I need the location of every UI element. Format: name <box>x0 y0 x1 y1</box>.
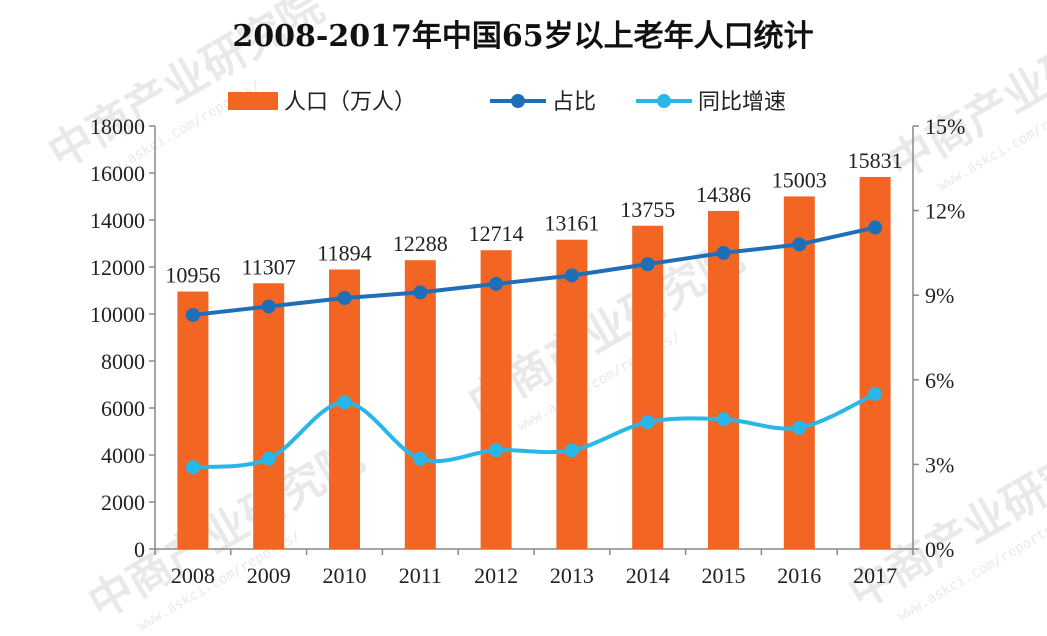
share-point <box>337 291 352 306</box>
share-point <box>716 245 731 260</box>
bar <box>480 250 512 549</box>
share-point <box>640 257 655 272</box>
left-tick-label: 6000 <box>101 396 145 421</box>
bar <box>177 291 209 549</box>
left-tick-label: 16000 <box>90 161 145 186</box>
x-tick-label: 2009 <box>247 563 291 588</box>
bar <box>556 239 588 550</box>
x-tick-label: 2015 <box>702 563 746 588</box>
axes: 0 2000 4000 6000 8000 10000 12000 14000 16000 180… <box>90 114 965 588</box>
legend-label-bar: 人口（万人） <box>284 90 416 115</box>
left-tick-label: 8000 <box>101 349 145 374</box>
left-tick-label: 14000 <box>90 208 145 233</box>
left-tick-label: 2000 <box>101 490 145 515</box>
growth-line <box>192 392 876 470</box>
legend-label-share: 占比 <box>552 90 596 115</box>
x-tick-label: 2008 <box>171 563 215 588</box>
x-tick-label: 2016 <box>777 563 821 588</box>
growth-point <box>489 443 504 458</box>
right-tick-label: 15% <box>925 114 965 139</box>
bar <box>253 283 285 549</box>
growth-point <box>413 451 428 466</box>
bar <box>783 196 815 549</box>
x-tick-label: 2014 <box>626 563 670 588</box>
legend-marker-share <box>511 94 525 108</box>
share-point <box>413 285 428 300</box>
share-point <box>868 220 883 235</box>
right-tick-label: 3% <box>925 452 954 477</box>
growth-point <box>640 415 655 430</box>
left-tick-label: 10000 <box>90 302 145 327</box>
x-tick-label: 2013 <box>550 563 594 588</box>
growth-point <box>868 386 883 401</box>
legend-marker-growth <box>657 94 671 108</box>
growth-point <box>185 460 200 475</box>
share-point <box>792 237 807 252</box>
bar <box>404 260 436 549</box>
legend-label-growth: 同比增速 <box>698 90 786 115</box>
bar-value-label: 11894 <box>317 240 371 265</box>
left-tick-label: 18000 <box>90 114 145 139</box>
right-tick-label: 9% <box>925 283 954 308</box>
x-tick-label: 2012 <box>474 563 518 588</box>
share-point <box>261 299 276 314</box>
bar-value-label: 15831 <box>848 148 903 173</box>
bar-value-label: 10956 <box>165 263 220 288</box>
bar <box>859 176 891 549</box>
bar-value-label: 13161 <box>544 211 599 236</box>
bar-value-label: 13755 <box>620 197 675 222</box>
bar-value-label: 15003 <box>772 167 827 192</box>
growth-point <box>792 420 807 435</box>
bar-series <box>177 176 891 550</box>
bar <box>632 225 664 549</box>
bar-value-label: 12288 <box>393 231 448 256</box>
bar-value-label: 12714 <box>469 221 524 246</box>
share-point <box>489 276 504 291</box>
growth-point <box>337 395 352 410</box>
share-line <box>192 225 876 317</box>
x-tick-label: 2011 <box>399 563 442 588</box>
legend: 人口（万人） 占比 同比增速 <box>228 90 786 115</box>
left-tick-label: 4000 <box>101 443 145 468</box>
growth-point <box>716 412 731 427</box>
x-tick-label: 2010 <box>323 563 367 588</box>
chart-title: 2008-2017年中国65岁以上老年人口统计 <box>232 19 813 54</box>
growth-point <box>564 443 579 458</box>
line-series <box>185 220 883 475</box>
bar <box>708 210 739 549</box>
legend-swatch-bar <box>228 92 278 110</box>
growth-point <box>261 451 276 466</box>
bar-value-label: 11307 <box>242 254 296 279</box>
right-tick-label: 0% <box>925 537 954 562</box>
right-tick-label: 6% <box>925 368 954 393</box>
left-tick-label: 12000 <box>90 255 145 280</box>
bar-value-label: 14386 <box>696 182 751 207</box>
left-tick-label: 0 <box>134 537 145 562</box>
watermark-text: 中商产业研究院 <box>880 0 1047 190</box>
share-point <box>564 268 579 283</box>
share-point <box>185 307 200 322</box>
x-tick-label: 2017 <box>853 563 897 588</box>
right-tick-label: 12% <box>925 199 965 224</box>
data-labels: 10956 11307 11894 12288 12714 13161 13755 14386… <box>165 148 902 288</box>
